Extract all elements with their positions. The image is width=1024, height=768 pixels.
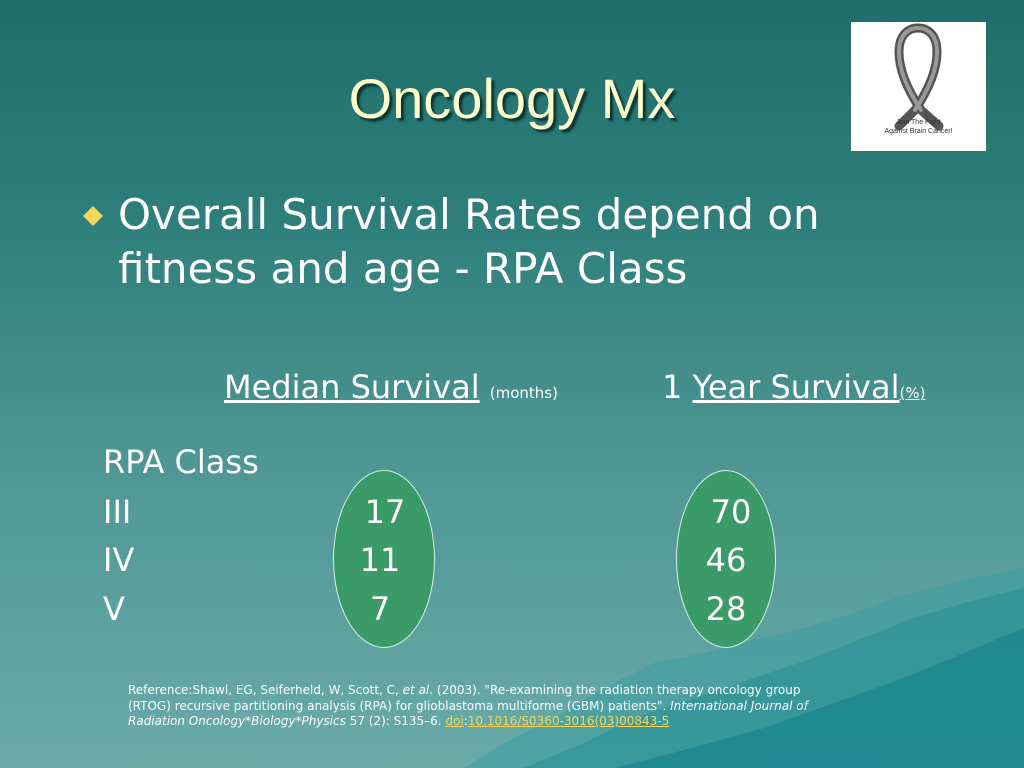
median-highlight-ellipse <box>333 470 435 648</box>
year-value-row-3: 28 <box>705 590 747 628</box>
rpa-class-row-1: III <box>103 493 132 531</box>
diamond-bullet-icon <box>83 206 103 226</box>
logo-caption: Join The Fight Against Brain Cancer! <box>851 118 986 136</box>
rpa-class-row-3: V <box>103 590 125 628</box>
median-survival-unit: (months) <box>489 384 558 402</box>
bullet-text: Overall Survival Rates depend on fitness… <box>118 190 820 293</box>
doi-link[interactable]: doi <box>445 714 464 728</box>
rpa-class-header: RPA Class <box>103 443 259 481</box>
reference-mid: . (2003). "Re-examining the radiation th… <box>128 683 801 713</box>
median-survival-header: Median Survival (months) <box>224 368 558 406</box>
year-value-row-1: 70 <box>710 493 752 531</box>
doi-colon: : <box>463 714 468 728</box>
reference-et-al: et al <box>402 683 430 697</box>
reference-volume: 57 (2): S135–6. <box>345 714 446 728</box>
reference-citation: Reference:Shawl, EG, Seiferheld, W, Scot… <box>128 683 828 730</box>
rpa-class-row-2: IV <box>103 541 135 579</box>
awareness-ribbon-icon <box>894 23 944 131</box>
median-value-row-1: 17 <box>364 493 406 531</box>
median-value-row-3: 7 <box>369 590 391 628</box>
year-highlight-ellipse <box>676 470 776 648</box>
logo-line-1: Join The Fight <box>896 119 941 126</box>
year-value-row-2: 46 <box>705 541 747 579</box>
doi-value-link[interactable]: 10.1016/S0360-3016(03)00843-5 <box>467 714 670 728</box>
median-value-row-2: 11 <box>359 541 401 579</box>
reference-prefix: Reference:Shawl, EG, Seiferheld, W, Scot… <box>128 683 403 697</box>
brain-cancer-logo: Join The Fight Against Brain Cancer! <box>851 22 986 151</box>
reference-journal: International Journal of Radiation Oncol… <box>128 698 808 729</box>
slide-title: Oncology Mx <box>348 67 676 130</box>
year-survival-unit: (%) <box>899 384 926 402</box>
decorative-wave <box>464 568 1024 768</box>
year-survival-header: 1 Year Survival(%) <box>662 368 925 406</box>
year-survival-label: Year Survival <box>692 368 900 406</box>
year-survival-prefix: 1 <box>662 368 683 406</box>
logo-line-2: Against Brain Cancer! <box>884 128 953 135</box>
median-survival-label: Median Survival <box>224 368 480 406</box>
